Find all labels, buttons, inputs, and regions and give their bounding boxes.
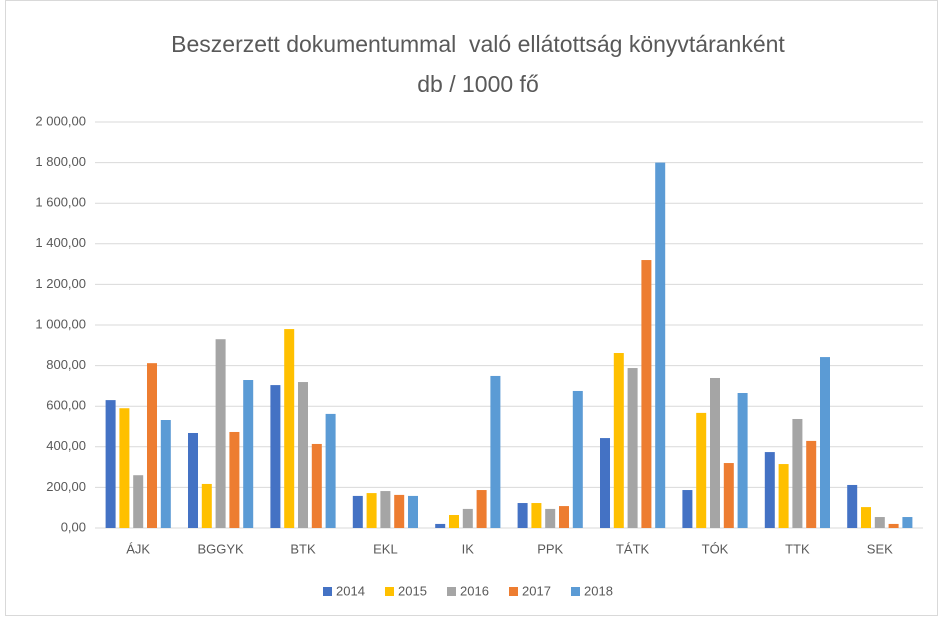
bar [284,329,295,528]
x-tick-label: BGGYK [197,541,244,556]
y-tick-label: 200,00 [46,479,86,494]
bar [613,353,624,528]
x-tick-label: TÁTK [616,541,650,556]
bar [531,503,542,528]
x-tick-label: SEK [867,541,893,556]
bar [325,413,336,528]
y-tick-label: 1 800,00 [35,154,86,169]
legend-label: 2017 [522,583,551,598]
bar [902,517,913,528]
bar [874,517,885,528]
bar [366,493,377,528]
y-tick-label: 2 000,00 [35,113,86,128]
bar [490,375,501,528]
y-tick-label: 800,00 [46,357,86,372]
x-tick-label: TÓK [702,541,729,556]
legend-swatch [385,587,394,596]
x-tick-label: ÁJK [126,541,150,556]
y-tick-label: 600,00 [46,398,86,413]
bar [861,507,871,528]
bar [201,483,212,528]
bar [270,385,281,528]
bar [600,438,610,528]
bar [229,431,240,528]
bar [408,495,418,528]
bar [311,443,322,528]
bar [764,452,775,528]
bar [627,368,638,528]
bar [449,515,459,528]
bar [298,382,308,528]
y-tick-label: 0,00 [61,519,86,534]
chart-title: Beszerzett dokumentummal való ellátottsá… [171,31,785,57]
bar [710,377,720,528]
bar [133,475,144,528]
x-tick-label: TTK [785,541,810,556]
bar [462,508,473,528]
bar [737,393,748,528]
bar [641,260,652,528]
bar [435,523,446,528]
chart-subtitle: db / 1000 fő [417,71,539,97]
bar [476,490,487,528]
bar [545,508,556,528]
bar [806,440,817,528]
bar [394,494,405,528]
bar [147,363,157,528]
bar [160,420,171,528]
bar [517,503,528,528]
bar [243,380,254,528]
bar [119,408,130,528]
legend-swatch [571,587,580,596]
y-tick-label: 1 200,00 [35,276,86,291]
legend-label: 2016 [460,583,489,598]
x-tick-label: BTK [290,541,316,556]
legend-swatch [323,587,332,596]
bar [792,418,803,528]
bar [723,463,734,528]
bar [847,484,858,528]
legend-label: 2018 [584,583,613,598]
bar [682,490,693,528]
x-tick-label: EKL [373,541,398,556]
x-tick-label: IK [462,541,475,556]
legend-label: 2015 [398,583,427,598]
bar [352,495,363,528]
bar [215,339,226,528]
legend-swatch [509,587,518,596]
legend-swatch [447,587,456,596]
bar [105,400,116,528]
bar [655,162,666,528]
x-tick-label: PPK [537,541,563,556]
bar [559,506,569,528]
bar [888,523,899,528]
y-tick-label: 1 600,00 [35,195,86,210]
y-tick-label: 1 000,00 [35,316,86,331]
bar [778,464,789,528]
bar [572,390,583,528]
y-tick-label: 1 400,00 [35,235,86,250]
bar [188,432,198,528]
y-tick-label: 400,00 [46,438,86,453]
bar [380,491,391,528]
legend-label: 2014 [336,583,365,598]
bar [696,412,707,528]
bar [820,357,830,528]
